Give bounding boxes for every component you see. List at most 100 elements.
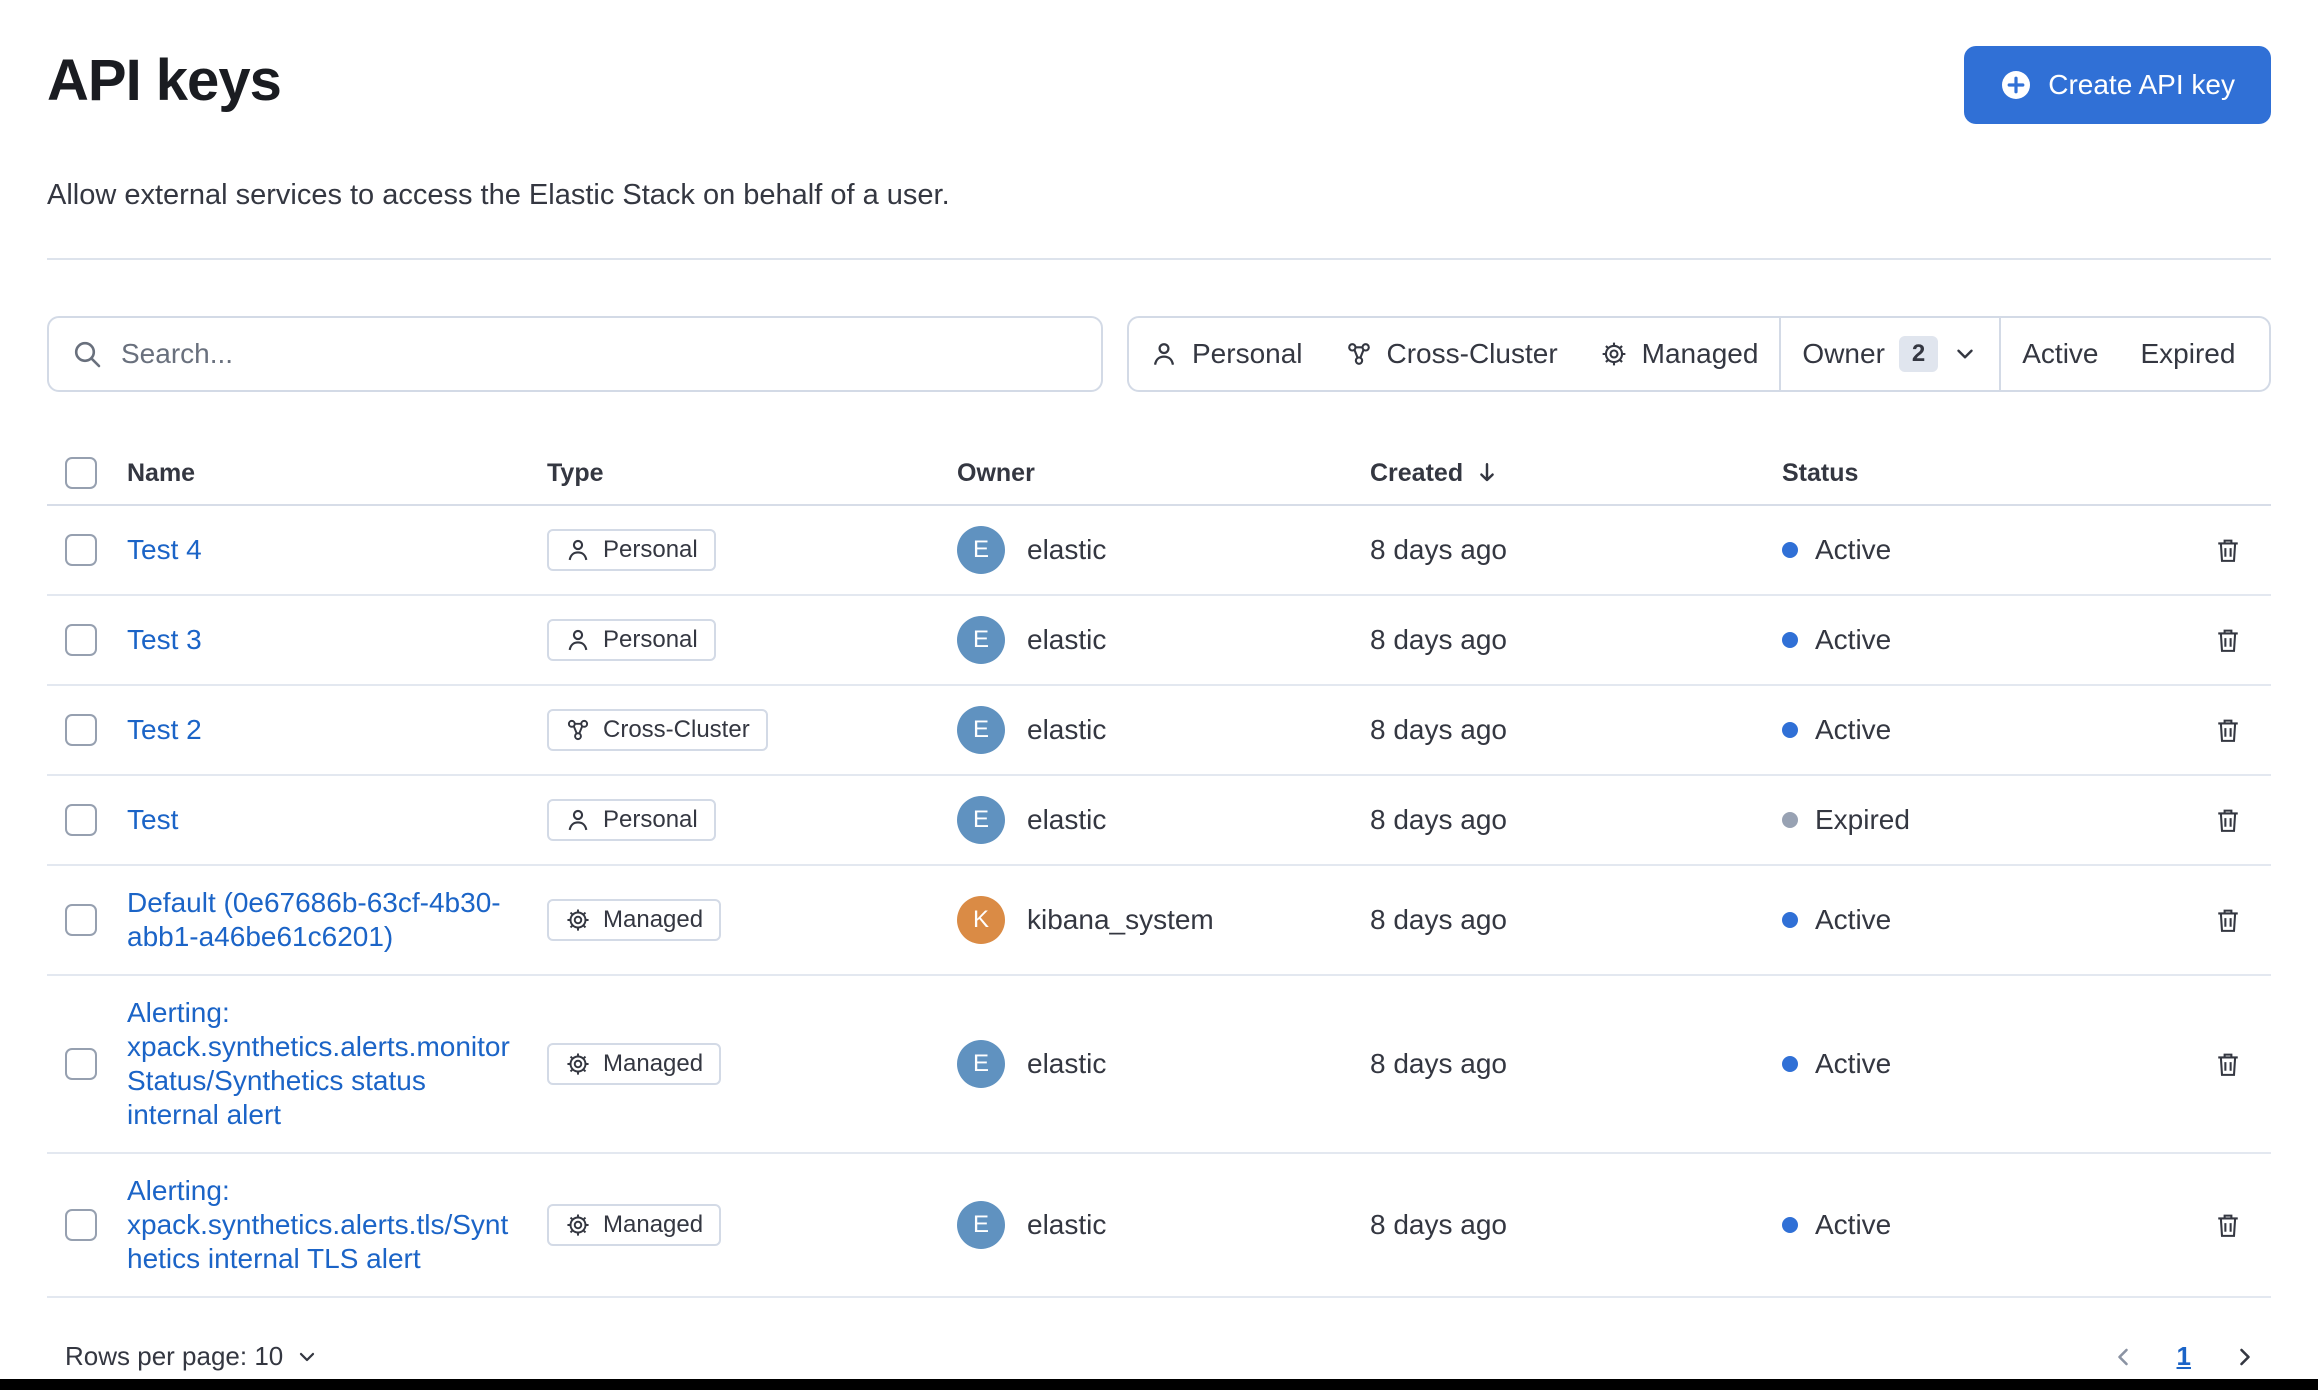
- header-name: Name: [127, 458, 196, 487]
- sort-down-icon: [1473, 459, 1501, 487]
- table-row: Test 3 Personal E elastic 8 days ago Act…: [47, 596, 2271, 686]
- created-cell: 8 days ago: [1370, 624, 1507, 655]
- filter-group: Personal Cross-Cluster Managed Owner 2: [1127, 316, 2271, 392]
- type-badge-label: Personal: [603, 806, 698, 833]
- owner-avatar: E: [957, 1040, 1005, 1088]
- trash-icon: [2213, 535, 2243, 565]
- create-api-key-label: Create API key: [2048, 69, 2235, 100]
- gear-icon: [565, 907, 591, 933]
- header-created[interactable]: Created: [1370, 459, 1782, 488]
- created-cell: 8 days ago: [1370, 714, 1507, 745]
- bottom-bar: [0, 1379, 2318, 1390]
- delete-button[interactable]: [2209, 901, 2247, 939]
- status-label: Active: [1815, 624, 1892, 655]
- table-footer: Rows per page: 10 1: [47, 1298, 2271, 1373]
- delete-button[interactable]: [2209, 801, 2247, 839]
- filter-cross-cluster-label: Cross-Cluster: [1386, 338, 1558, 369]
- filter-managed[interactable]: Managed: [1579, 318, 1780, 390]
- row-checkbox[interactable]: [65, 1048, 97, 1080]
- rows-per-page-button[interactable]: Rows per page: 10: [59, 1340, 325, 1373]
- api-key-name-link[interactable]: Test: [127, 804, 179, 835]
- trash-icon: [2213, 805, 2243, 835]
- filter-cross-cluster[interactable]: Cross-Cluster: [1324, 318, 1579, 390]
- trash-icon: [2213, 1049, 2243, 1079]
- trash-icon: [2213, 625, 2243, 655]
- type-badge-label: Personal: [603, 626, 698, 653]
- owner-name: elastic: [1027, 1048, 1107, 1079]
- row-checkbox[interactable]: [65, 624, 97, 656]
- delete-button[interactable]: [2209, 621, 2247, 659]
- chevron-left-icon: [2109, 1343, 2137, 1371]
- filter-managed-label: Managed: [1641, 338, 1759, 369]
- header-owner: Owner: [957, 458, 1035, 487]
- chevron-down-icon: [295, 1345, 319, 1369]
- type-badge: Personal: [547, 619, 716, 661]
- type-badge-label: Managed: [603, 1050, 704, 1077]
- previous-page-button[interactable]: [2109, 1343, 2137, 1371]
- api-key-name-link[interactable]: Alerting: xpack.synthetics.alerts.monito…: [127, 997, 510, 1130]
- row-checkbox[interactable]: [65, 804, 97, 836]
- row-checkbox[interactable]: [65, 714, 97, 746]
- delete-button[interactable]: [2209, 711, 2247, 749]
- type-badge: Managed: [547, 1204, 722, 1246]
- type-badge: Personal: [547, 799, 716, 841]
- filter-personal[interactable]: Personal: [1129, 318, 1324, 390]
- type-badge-label: Cross-Cluster: [603, 716, 750, 743]
- search-and-filters: Personal Cross-Cluster Managed Owner 2: [47, 316, 2271, 392]
- delete-button[interactable]: [2209, 1206, 2247, 1244]
- header-type: Type: [547, 458, 604, 487]
- search-input[interactable]: [119, 337, 1079, 371]
- type-badge: Personal: [547, 529, 716, 571]
- status-label: Active: [1815, 1048, 1892, 1079]
- rows-per-page-label: Rows per page: 10: [65, 1341, 284, 1371]
- api-key-name-link[interactable]: Test 3: [127, 624, 202, 655]
- page-number[interactable]: 1: [2176, 1341, 2191, 1371]
- search-box[interactable]: [47, 316, 1103, 392]
- next-page-button[interactable]: [2231, 1343, 2259, 1371]
- owner-avatar: K: [957, 896, 1005, 944]
- status-label: Active: [1815, 1209, 1892, 1240]
- type-badge: Cross-Cluster: [547, 709, 768, 751]
- api-keys-table: Name Type Owner Created Status Test 4: [47, 442, 2271, 1298]
- row-checkbox[interactable]: [65, 1209, 97, 1241]
- created-cell: 8 days ago: [1370, 1048, 1507, 1079]
- search-icon: [71, 338, 103, 370]
- user-icon: [565, 537, 591, 563]
- create-api-key-button[interactable]: Create API key: [1964, 46, 2271, 124]
- owner-name: elastic: [1027, 714, 1107, 745]
- cross-cluster-icon: [565, 717, 591, 743]
- owner-name: elastic: [1027, 534, 1107, 565]
- api-key-name-link[interactable]: Test 2: [127, 714, 202, 745]
- trash-icon: [2213, 905, 2243, 935]
- filter-separator: [1999, 318, 2002, 390]
- filter-owner[interactable]: Owner 2: [1781, 318, 1999, 390]
- api-key-name-link[interactable]: Default (0e67686b-63cf-4b30-abb1-a46be61…: [127, 887, 501, 952]
- owner-avatar: E: [957, 706, 1005, 754]
- filter-active[interactable]: Active: [2001, 318, 2119, 390]
- row-checkbox[interactable]: [65, 904, 97, 936]
- created-cell: 8 days ago: [1370, 904, 1507, 935]
- gear-icon: [565, 1051, 591, 1077]
- type-badge-label: Personal: [603, 536, 698, 563]
- api-key-name-link[interactable]: Alerting: xpack.synthetics.alerts.tls/Sy…: [127, 1175, 509, 1274]
- status-label: Active: [1815, 904, 1892, 935]
- row-checkbox[interactable]: [65, 534, 97, 566]
- status-dot: [1782, 632, 1798, 648]
- delete-button[interactable]: [2209, 1045, 2247, 1083]
- delete-button[interactable]: [2209, 531, 2247, 569]
- filter-active-label: Active: [2022, 338, 2099, 369]
- api-key-name-link[interactable]: Test 4: [127, 534, 202, 565]
- trash-icon: [2213, 715, 2243, 745]
- chevron-down-icon: [1952, 341, 1978, 367]
- header-divider: [47, 258, 2271, 260]
- table-row: Default (0e67686b-63cf-4b30-abb1-a46be61…: [47, 866, 2271, 976]
- status-dot: [1782, 1056, 1798, 1072]
- filter-expired[interactable]: Expired: [2120, 318, 2257, 390]
- filter-separator: [1779, 318, 1782, 390]
- status-dot: [1782, 1217, 1798, 1233]
- chevron-right-icon: [2231, 1343, 2259, 1371]
- user-icon: [565, 627, 591, 653]
- select-all-checkbox[interactable]: [65, 457, 97, 489]
- plus-in-circle-icon: [2000, 69, 2032, 101]
- trash-icon: [2213, 1210, 2243, 1240]
